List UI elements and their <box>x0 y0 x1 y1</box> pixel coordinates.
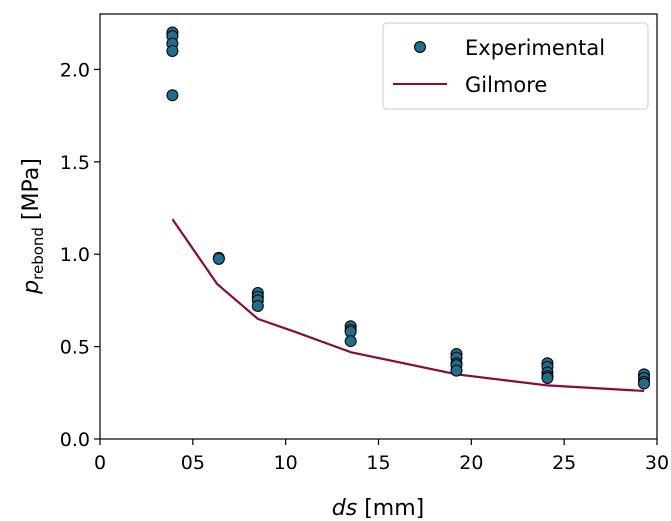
x-tick-label: 20 <box>459 452 483 474</box>
experimental-data-point <box>450 364 463 377</box>
y-axis-label-var: p <box>19 280 44 295</box>
y-tick-label: 2.0 <box>60 59 90 81</box>
x-tick-label: 30 <box>645 452 669 474</box>
x-axis-label-var: ds <box>332 496 357 521</box>
y-axis-ticks: 0.0 0.5 1.0 1.5 2.0 <box>60 59 100 451</box>
experimental-data-point <box>541 372 554 385</box>
x-tick-label: 05 <box>181 452 205 474</box>
x-tick-label: 25 <box>552 452 576 474</box>
x-axis-label: ds [mm] <box>332 496 424 521</box>
legend-marker-experimental <box>414 41 426 53</box>
x-axis-ticks: 0 05 10 15 20 25 30 <box>94 439 669 474</box>
series-layer <box>166 26 651 393</box>
y-axis-label-unit: [MPa] <box>19 158 44 227</box>
gilmore-series-line <box>171 218 645 393</box>
x-tick-label: 10 <box>274 452 298 474</box>
experimental-data-point <box>638 377 651 390</box>
y-axis-label: prebond [MPa] <box>19 158 47 295</box>
experimental-data-point <box>166 44 179 57</box>
y-tick-label: 1.0 <box>60 244 90 266</box>
legend-box <box>382 22 649 110</box>
y-tick-label: 0.0 <box>60 429 90 451</box>
experimental-data-point <box>166 89 179 102</box>
experimental-data-point <box>251 299 264 312</box>
y-tick-label: 1.5 <box>60 152 90 174</box>
experimental-data-point <box>344 335 357 348</box>
x-axis-label-unit: [mm] <box>357 496 424 521</box>
x-tick-label: 15 <box>366 452 390 474</box>
legend-label-gilmore: Gilmore <box>465 73 547 97</box>
y-axis-label-subscript: rebond <box>29 227 47 280</box>
legend: Experimental Gilmore <box>382 22 649 110</box>
x-tick-label: 0 <box>94 452 106 474</box>
y-tick-label: 0.5 <box>60 337 90 359</box>
experimental-data-point <box>212 252 225 265</box>
legend-label-experimental: Experimental <box>465 36 605 60</box>
